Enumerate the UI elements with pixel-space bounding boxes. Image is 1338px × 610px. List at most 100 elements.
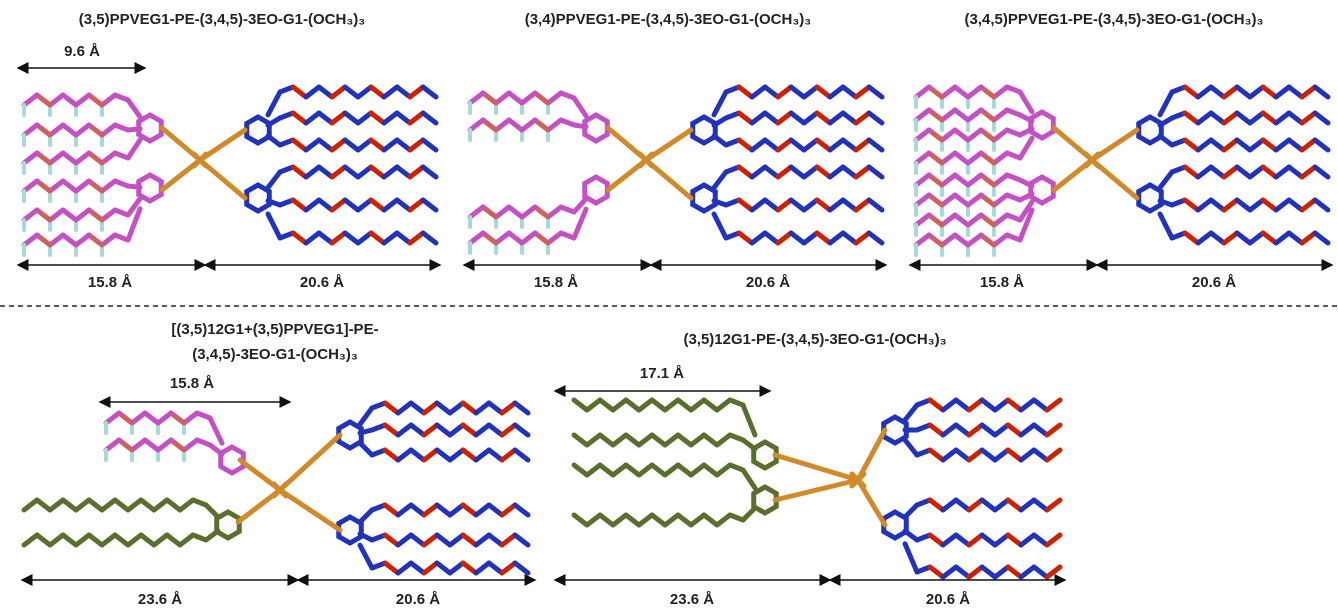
bond bbox=[407, 197, 426, 213]
label: (3,5)12G1-PE-(3,4,5)-3EO-G1-(OCH₃)₃ bbox=[683, 331, 946, 348]
bond bbox=[290, 84, 309, 100]
bond bbox=[939, 192, 958, 208]
bond bbox=[47, 150, 66, 166]
bond bbox=[979, 397, 998, 413]
bond bbox=[395, 447, 414, 463]
bond bbox=[506, 230, 525, 246]
bond bbox=[1312, 230, 1331, 246]
bond bbox=[73, 178, 92, 194]
bond bbox=[493, 117, 512, 133]
bond bbox=[840, 164, 859, 180]
bond bbox=[1031, 532, 1050, 548]
bond bbox=[473, 447, 492, 463]
bond bbox=[801, 197, 820, 213]
bond bbox=[73, 150, 92, 166]
bond bbox=[394, 84, 413, 100]
bond bbox=[1299, 197, 1318, 213]
bond bbox=[801, 110, 820, 126]
bond bbox=[290, 230, 309, 246]
bond bbox=[610, 512, 629, 528]
bond bbox=[814, 164, 833, 180]
bond bbox=[421, 422, 440, 438]
bond bbox=[939, 232, 958, 248]
bond bbox=[407, 230, 426, 246]
bond bbox=[1260, 137, 1279, 153]
bond bbox=[1273, 137, 1292, 153]
bond bbox=[902, 502, 920, 520]
bond bbox=[788, 84, 807, 100]
bond bbox=[939, 150, 958, 166]
bond bbox=[662, 432, 681, 448]
bond bbox=[571, 196, 589, 215]
bond bbox=[736, 197, 755, 213]
ring-center bbox=[143, 181, 157, 195]
bond bbox=[357, 542, 375, 571]
bond bbox=[421, 560, 440, 576]
bond bbox=[155, 437, 174, 453]
bond bbox=[493, 90, 512, 106]
bond bbox=[86, 150, 105, 166]
bond bbox=[21, 497, 40, 513]
bond bbox=[47, 122, 66, 138]
bond bbox=[584, 512, 603, 528]
bond bbox=[939, 212, 958, 228]
bond bbox=[688, 432, 707, 448]
bond bbox=[532, 117, 551, 133]
bond bbox=[953, 447, 972, 463]
bond bbox=[926, 107, 945, 123]
bond bbox=[636, 432, 655, 448]
bond bbox=[902, 437, 920, 458]
bond bbox=[381, 197, 400, 213]
bond bbox=[979, 497, 998, 513]
bond bbox=[827, 230, 846, 246]
bond bbox=[1005, 447, 1024, 463]
label: 9.6 Å bbox=[64, 43, 100, 60]
ring bbox=[136, 172, 164, 204]
bond bbox=[290, 110, 309, 126]
bond bbox=[486, 400, 505, 416]
bond bbox=[86, 178, 105, 194]
bond bbox=[1247, 84, 1266, 100]
bond bbox=[499, 532, 518, 548]
bond bbox=[940, 532, 959, 548]
bond bbox=[979, 532, 998, 548]
bond bbox=[473, 400, 492, 416]
bond bbox=[749, 84, 768, 100]
label: 15.8 Å bbox=[88, 274, 132, 291]
bond bbox=[103, 437, 122, 453]
bond bbox=[265, 211, 283, 241]
bond bbox=[125, 206, 143, 243]
bond bbox=[125, 97, 143, 120]
bond bbox=[827, 137, 846, 153]
bond bbox=[849, 471, 867, 489]
bond bbox=[125, 196, 143, 218]
bond bbox=[1031, 397, 1050, 413]
ring-center bbox=[589, 183, 603, 197]
bond bbox=[47, 92, 66, 108]
bond bbox=[1208, 164, 1227, 180]
bond bbox=[34, 207, 53, 223]
ring-center bbox=[343, 523, 357, 537]
bond bbox=[99, 497, 118, 513]
bond bbox=[992, 447, 1011, 463]
bond bbox=[675, 512, 694, 528]
bond bbox=[99, 207, 118, 223]
bond bbox=[1208, 84, 1227, 100]
bond bbox=[499, 422, 518, 438]
bond bbox=[1195, 137, 1214, 153]
bond bbox=[473, 532, 492, 548]
bond bbox=[939, 172, 958, 188]
bond bbox=[597, 432, 616, 448]
bond bbox=[571, 462, 590, 478]
bond bbox=[164, 497, 183, 513]
bond bbox=[277, 432, 343, 493]
bond bbox=[47, 178, 66, 194]
bond bbox=[329, 230, 348, 246]
bond bbox=[749, 230, 768, 246]
bond bbox=[1195, 230, 1214, 246]
bond bbox=[571, 397, 590, 413]
bond bbox=[382, 560, 401, 576]
bond bbox=[939, 107, 958, 123]
bond bbox=[991, 192, 1010, 208]
bond bbox=[342, 137, 361, 153]
